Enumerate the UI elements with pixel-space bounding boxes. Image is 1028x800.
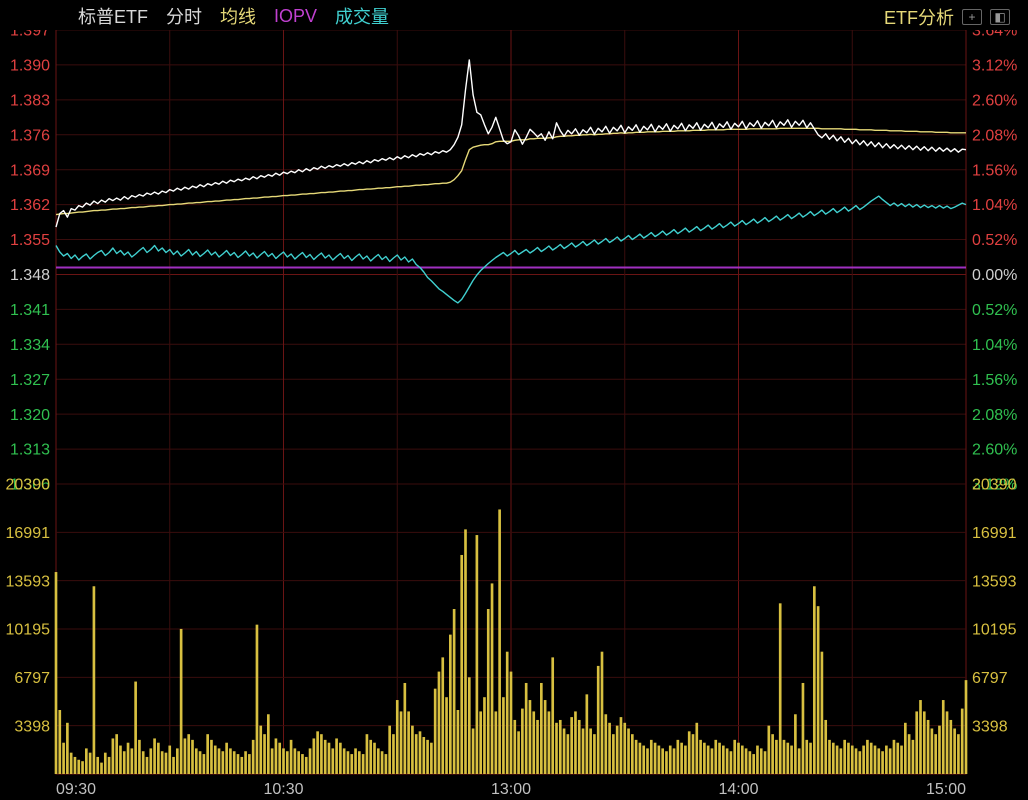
svg-text:20390: 20390 (972, 477, 1017, 494)
chart-title: 标普ETF (78, 3, 148, 29)
svg-text:2.08%: 2.08% (972, 127, 1017, 144)
svg-text:16991: 16991 (972, 525, 1017, 542)
svg-text:1.341: 1.341 (10, 302, 50, 319)
svg-text:16991: 16991 (6, 525, 51, 542)
mode-plus-icon[interactable]: + (962, 9, 982, 25)
svg-text:20390: 20390 (6, 477, 51, 494)
svg-text:1.376: 1.376 (10, 127, 50, 144)
svg-text:1.313: 1.313 (10, 442, 50, 459)
svg-text:13:00: 13:00 (491, 781, 531, 798)
header-right-controls: ETF分析 + ◧ (884, 4, 1010, 30)
svg-text:15:00: 15:00 (926, 781, 966, 798)
svg-text:13593: 13593 (972, 573, 1017, 590)
svg-text:3.64%: 3.64% (972, 30, 1017, 40)
svg-text:3398: 3398 (14, 718, 50, 735)
svg-text:2.08%: 2.08% (972, 407, 1017, 424)
svg-text:14:00: 14:00 (718, 781, 758, 798)
volume-legend-label: 成交量 (335, 3, 389, 29)
chart-header: 标普ETF 分时 均线 IOPV 成交量 (0, 4, 1028, 28)
svg-text:0.00%: 0.00% (972, 267, 1017, 284)
svg-text:1.383: 1.383 (10, 92, 50, 109)
svg-text:1.369: 1.369 (10, 162, 50, 179)
iopv-legend-label: IOPV (274, 6, 317, 27)
svg-text:1.320: 1.320 (10, 407, 50, 424)
svg-text:1.04%: 1.04% (972, 337, 1017, 354)
svg-text:1.390: 1.390 (10, 58, 50, 75)
avg-legend-label: 均线 (220, 3, 256, 29)
svg-text:2.60%: 2.60% (972, 442, 1017, 459)
svg-text:0.52%: 0.52% (972, 232, 1017, 249)
svg-text:1.362: 1.362 (10, 197, 50, 214)
svg-text:1.04%: 1.04% (972, 197, 1017, 214)
svg-text:6797: 6797 (972, 670, 1008, 687)
svg-text:1.56%: 1.56% (972, 372, 1017, 389)
svg-text:09:30: 09:30 (56, 781, 96, 798)
svg-text:6797: 6797 (14, 670, 50, 687)
timeframe-label: 分时 (166, 3, 202, 29)
svg-text:10195: 10195 (6, 622, 51, 639)
svg-text:2.60%: 2.60% (972, 92, 1017, 109)
svg-text:10:30: 10:30 (263, 781, 303, 798)
svg-text:13593: 13593 (6, 573, 51, 590)
svg-text:1.397: 1.397 (10, 30, 50, 40)
svg-text:1.56%: 1.56% (972, 162, 1017, 179)
etf-analysis-button[interactable]: ETF分析 (884, 4, 954, 30)
svg-text:1.334: 1.334 (10, 337, 50, 354)
svg-text:1.348: 1.348 (10, 267, 50, 284)
svg-text:3.12%: 3.12% (972, 58, 1017, 75)
mode-toggle-icon[interactable]: ◧ (990, 9, 1010, 25)
svg-text:0.52%: 0.52% (972, 302, 1017, 319)
svg-text:10195: 10195 (972, 622, 1017, 639)
svg-text:1.355: 1.355 (10, 232, 50, 249)
svg-text:1.327: 1.327 (10, 372, 50, 389)
svg-text:3398: 3398 (972, 718, 1008, 735)
chart-area[interactable]: 1.3061.3131.3201.3271.3341.3411.3481.355… (0, 30, 1028, 800)
